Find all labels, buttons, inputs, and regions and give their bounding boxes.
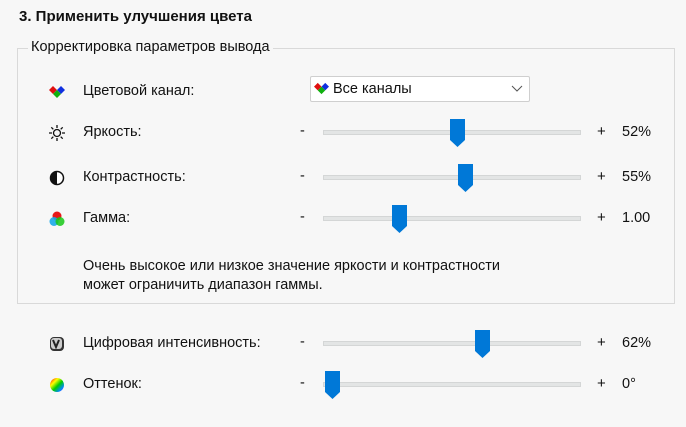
gamma-decrease[interactable]: -: [300, 209, 305, 225]
rgb-diamonds-icon: [49, 86, 65, 98]
vibrance-decrease[interactable]: -: [300, 334, 305, 350]
brightness-value: 52%: [622, 124, 652, 140]
gamma-slider-thumb[interactable]: [392, 205, 408, 233]
chevron-down-icon: [511, 85, 523, 92]
gamma-label: Гамма:: [83, 210, 131, 226]
sun-icon: [49, 125, 65, 141]
note-line: Очень высокое или низкое значение яркост…: [83, 258, 501, 274]
gamma-note: Очень высокое или низкое значение яркост…: [83, 257, 500, 295]
brightness-row: Яркость: - +52%: [0, 118, 686, 148]
brightness-slider[interactable]: [323, 119, 581, 147]
gamma-value: 1.00: [622, 210, 651, 226]
rgb-circles-icon: [49, 211, 65, 227]
vibrance-label: Цифровая интенсивность:: [83, 335, 261, 351]
channel-value: Все каналы: [333, 81, 412, 97]
brightness-label: Яркость:: [83, 124, 142, 140]
contrast-decrease[interactable]: -: [300, 168, 305, 184]
channel-dropdown[interactable]: Все каналы: [310, 76, 530, 102]
contrast-increase[interactable]: +: [597, 168, 606, 185]
gamma-row: Гамма: - +1.00: [0, 204, 686, 234]
contrast-slider-thumb[interactable]: [457, 164, 473, 192]
vibrance-value: 62%: [622, 335, 652, 351]
section-title: 3. Применить улучшения цвета: [19, 8, 252, 25]
hue-value: 0°: [622, 376, 636, 392]
rgb-diamonds-icon: [314, 82, 329, 95]
gamma-slider[interactable]: [323, 205, 581, 233]
color-wheel-icon: [49, 377, 65, 393]
contrast-value: 55%: [622, 169, 652, 185]
output-adjust-group: [17, 48, 675, 304]
hue-increase[interactable]: +: [597, 375, 606, 392]
channel-row: Цветовой канал:: [0, 77, 686, 107]
brightness-increase[interactable]: +: [597, 123, 606, 140]
channel-label: Цветовой канал:: [83, 83, 195, 99]
digital-vibrance-icon: [49, 336, 65, 352]
hue-decrease[interactable]: -: [300, 375, 305, 391]
contrast-slider[interactable]: [323, 164, 581, 192]
vibrance-slider-thumb[interactable]: [474, 330, 490, 358]
gamma-increase[interactable]: +: [597, 209, 606, 226]
contrast-row: Контрастность: - +55%: [0, 163, 686, 193]
vibrance-row: Цифровая интенсивность: - +62%: [0, 329, 686, 359]
hue-row: Оттенок: - +0°: [0, 370, 686, 400]
note-line: может ограничить диапазон гаммы.: [83, 277, 323, 293]
brightness-decrease[interactable]: -: [300, 123, 305, 139]
hue-slider-thumb[interactable]: [324, 371, 340, 399]
vibrance-increase[interactable]: +: [597, 334, 606, 351]
hue-label: Оттенок:: [83, 376, 142, 392]
contrast-icon: [49, 170, 65, 186]
contrast-label: Контрастность:: [83, 169, 186, 185]
brightness-slider-thumb[interactable]: [450, 119, 466, 147]
vibrance-slider[interactable]: [323, 330, 581, 358]
group-legend: Корректировка параметров вывода: [28, 39, 273, 55]
hue-slider[interactable]: [323, 371, 581, 399]
